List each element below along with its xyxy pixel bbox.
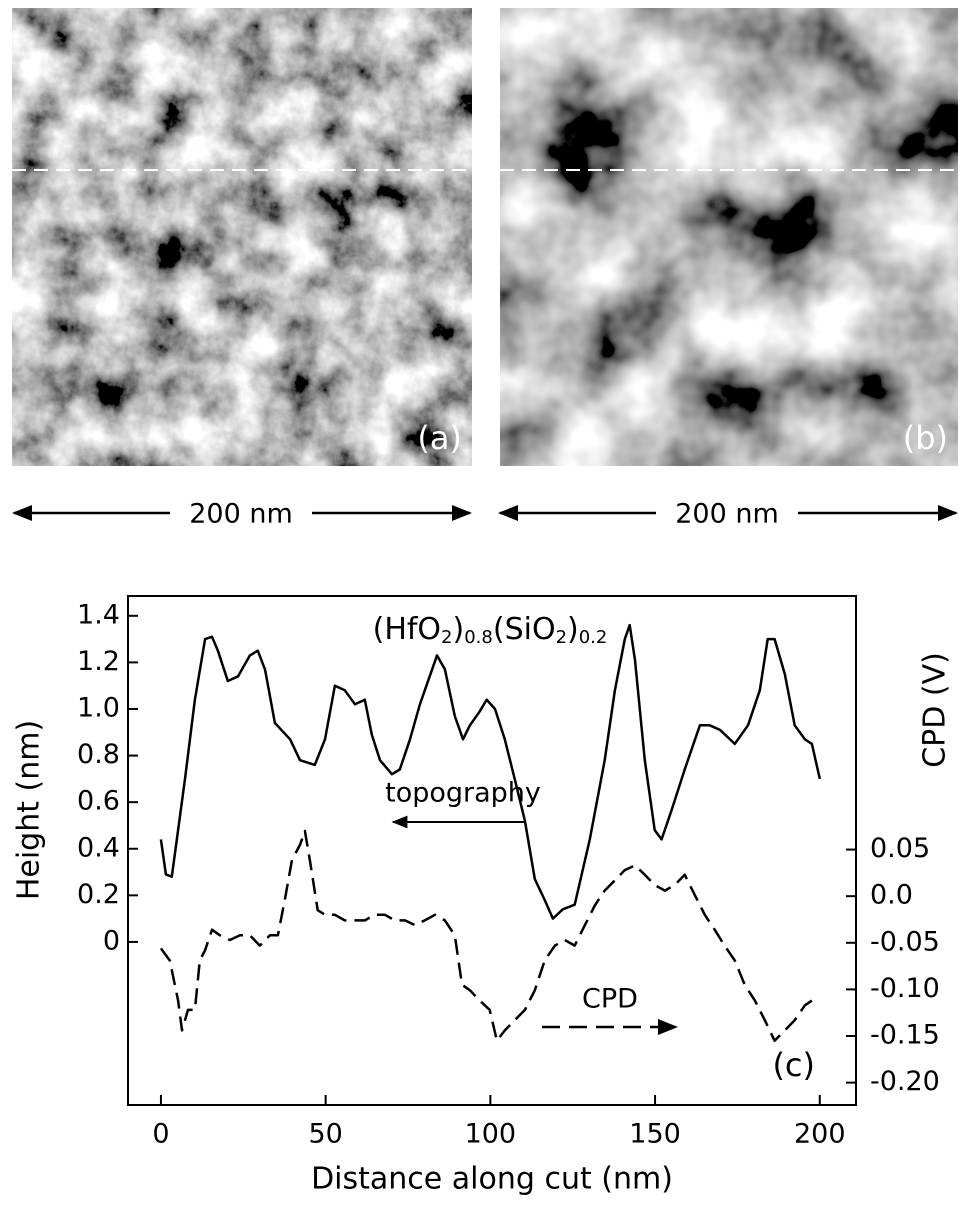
- plot-frame: [127, 595, 857, 1106]
- y2-tick-label: 0.05: [870, 833, 930, 864]
- x-tick-label: 200: [794, 1119, 846, 1150]
- formula-part: (HfO: [373, 612, 441, 647]
- y-tick-label: 0.6: [77, 786, 120, 817]
- y-tick-label: 1.4: [77, 599, 120, 630]
- x-tick-label: 100: [465, 1119, 517, 1150]
- formula-subscript: 0.2: [579, 627, 608, 648]
- series-label: topography: [385, 778, 541, 809]
- scale-label: 200 nm: [675, 499, 779, 530]
- y-tick-label: 0.4: [77, 832, 120, 863]
- y-tick-label: 1.2: [77, 646, 120, 677]
- formula-subscript: 2: [441, 627, 452, 648]
- y2-axis-label: CPD (V): [918, 652, 953, 768]
- plot: 0 50 100 150 200 0 0.2 0.4 0.6 0.8 1.0 1.2 1.4 -0.20 -…: [77, 599, 940, 1149]
- y-tick-label: 0: [103, 925, 120, 956]
- y2-tick-label: 0.0: [870, 880, 913, 911]
- data-line: [159, 623, 822, 920]
- x-tick-label: 50: [308, 1119, 342, 1150]
- formula-subscript: 0.8: [464, 627, 493, 648]
- y-tick-label: 0.8: [77, 739, 120, 770]
- formula-part: (SiO: [493, 612, 556, 647]
- x-axis-label: Distance along cut (nm): [311, 1162, 673, 1197]
- y-axis-label: Height (nm): [12, 720, 47, 900]
- panel-label: (c): [772, 1046, 815, 1084]
- x-tick-label: 0: [152, 1119, 169, 1150]
- formula: (HfO2)0.8(SiO2)0.2: [373, 612, 608, 649]
- scale-label: 200 nm: [189, 499, 293, 530]
- y2-tick-label: -0.10: [870, 973, 940, 1004]
- formula-subscript: 2: [556, 627, 567, 648]
- data-line: [159, 829, 813, 1042]
- y-tick-label: 0.2: [77, 879, 120, 910]
- y2-tick-label: -0.05: [870, 926, 940, 957]
- x-tick-label: 150: [629, 1119, 681, 1150]
- formula-part: ): [453, 612, 465, 647]
- formula-part: ): [567, 612, 579, 647]
- y2-tick-label: -0.20: [870, 1066, 940, 1097]
- afm-image: [500, 8, 958, 466]
- series-label: CPD: [582, 984, 638, 1015]
- y-tick-label: 1.0: [77, 692, 120, 723]
- afm-image: [12, 8, 472, 466]
- panel-label: (b): [903, 419, 948, 457]
- y2-tick-label: -0.15: [870, 1020, 940, 1051]
- panel-label: (a): [417, 419, 462, 457]
